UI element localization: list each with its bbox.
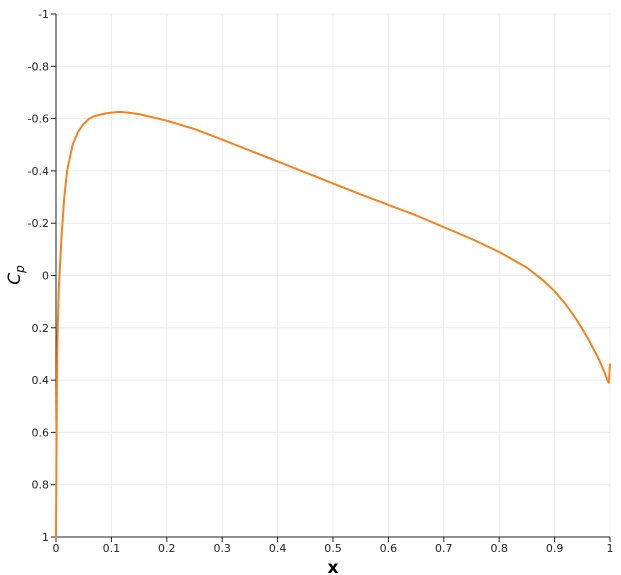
y-tick-label: -0.6 [28, 113, 49, 126]
grid [56, 13, 611, 537]
y-tick-label: 0.4 [32, 374, 50, 387]
y-axis-title-main: C [5, 273, 25, 285]
y-tick-label: -0.4 [28, 165, 49, 178]
x-tick-label: 0.5 [324, 542, 342, 555]
y-tick-label: 0.6 [32, 426, 50, 439]
y-tick-label: 0.2 [32, 322, 50, 335]
x-tick-label: 0.2 [158, 542, 176, 555]
x-tick-label: 0.7 [435, 542, 453, 555]
series-group [55, 111, 611, 538]
x-axis-title: x [328, 558, 339, 575]
y-tick-label: 0 [42, 270, 49, 283]
x-tick-label: 0.9 [546, 542, 564, 555]
x-tick-label: 0.4 [269, 542, 287, 555]
x-tick-label: 0.6 [380, 542, 398, 555]
x-tick-label: 0.1 [103, 542, 121, 555]
y-tick-label: -0.8 [28, 60, 49, 73]
y-ticks: -1 -0.8 -0.6 -0.4 -0.2 0 0.2 0.4 0.6 0.8 1 [28, 8, 56, 544]
x-tick-label: 1 [607, 542, 614, 555]
x-tick-label: 0.3 [213, 542, 231, 555]
y-axis-title: Cp [5, 265, 27, 285]
x-tick-label: 0.8 [490, 542, 508, 555]
x-ticks: 0 0.1 0.2 0.3 0.4 0.5 0.6 0.7 0.8 0.9 1 [53, 537, 614, 555]
y-tick-label: 1 [42, 531, 49, 544]
cp-series-line [55, 111, 611, 538]
y-tick-label: 0.8 [32, 479, 50, 492]
x-tick-label: 0 [53, 542, 60, 555]
y-tick-label: -1 [38, 8, 49, 21]
y-axis-title-subscript: p [13, 265, 27, 274]
y-tick-label: -0.2 [28, 217, 49, 230]
